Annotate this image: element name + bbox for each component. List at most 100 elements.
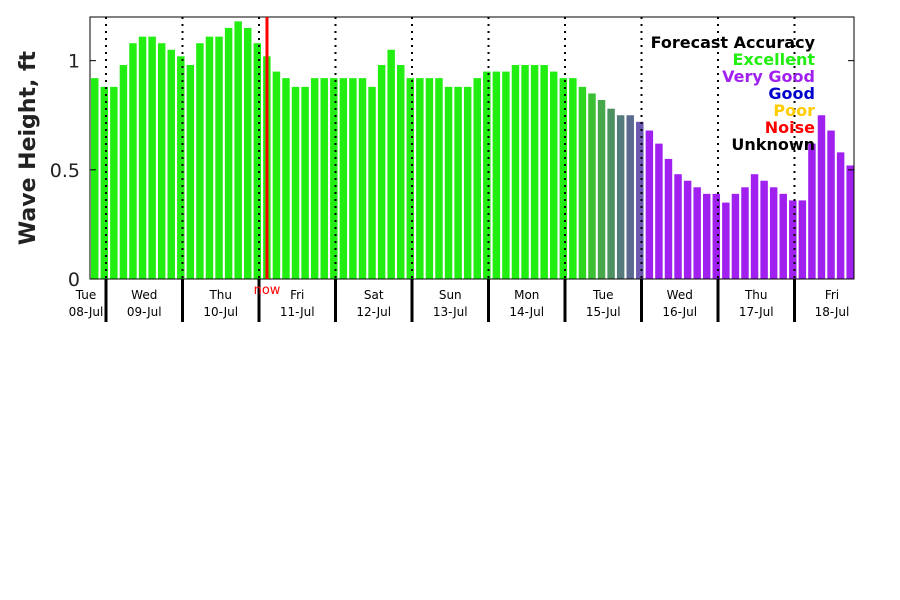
wave-bar bbox=[511, 65, 520, 279]
wave-bar bbox=[741, 187, 749, 279]
day-name-label: Thu bbox=[744, 288, 768, 302]
legend-entry: Very Good bbox=[722, 67, 815, 86]
wave-bar bbox=[339, 78, 348, 279]
y-tick-label: 0 bbox=[68, 269, 80, 291]
day-date-label: 16-Jul bbox=[662, 305, 697, 319]
wave-bar bbox=[769, 187, 778, 279]
wave-bar bbox=[559, 78, 568, 279]
legend-entry: Good bbox=[768, 84, 815, 103]
wave-bar bbox=[444, 86, 453, 280]
day-name-label: Tue bbox=[75, 288, 97, 302]
legend-title: Forecast Accuracy bbox=[651, 33, 816, 52]
day-date-label: 11-Jul bbox=[280, 305, 315, 319]
wave-bar bbox=[406, 78, 415, 279]
wave-bar bbox=[320, 78, 328, 279]
wave-bar bbox=[731, 193, 740, 279]
wave-bar bbox=[674, 174, 682, 279]
wave-bar bbox=[377, 65, 386, 279]
wave-bar bbox=[808, 143, 816, 279]
wave-bar bbox=[177, 56, 185, 279]
wave-bar bbox=[645, 130, 654, 279]
wave-bar bbox=[234, 21, 242, 280]
wave-bar bbox=[330, 78, 338, 279]
wave-bar bbox=[301, 86, 309, 280]
y-tick-label: 1 bbox=[68, 51, 80, 73]
wave-bar bbox=[244, 27, 252, 280]
wave-bar bbox=[310, 78, 319, 279]
wave-bar bbox=[588, 93, 596, 279]
wave-bar bbox=[703, 193, 711, 279]
wave-bar bbox=[636, 121, 644, 279]
wave-bar bbox=[110, 86, 118, 280]
wave-bar bbox=[435, 78, 443, 279]
wave-bar bbox=[167, 49, 175, 279]
wave-bar bbox=[282, 78, 290, 279]
wave-bar bbox=[397, 65, 405, 279]
wave-bar bbox=[492, 71, 501, 279]
wave-bar bbox=[483, 71, 491, 279]
wave-bar bbox=[215, 36, 223, 280]
wave-bar bbox=[272, 71, 281, 279]
wave-bar bbox=[827, 130, 835, 279]
day-name-label: Thu bbox=[208, 288, 232, 302]
day-date-label: 10-Jul bbox=[203, 305, 238, 319]
wave-bar bbox=[683, 180, 692, 279]
wave-bar bbox=[196, 43, 204, 280]
wave-bar bbox=[664, 158, 673, 279]
day-name-label: Tue bbox=[592, 288, 614, 302]
wave-bar bbox=[148, 36, 156, 280]
day-name-label: Sun bbox=[439, 288, 462, 302]
day-date-label: 14-Jul bbox=[509, 305, 544, 319]
wave-bar bbox=[597, 99, 606, 279]
wave-bar bbox=[205, 36, 214, 280]
y-tick-label: 0.5 bbox=[50, 160, 80, 182]
wave-bar bbox=[425, 78, 434, 279]
legend-entry: Excellent bbox=[733, 50, 816, 69]
day-name-label: Mon bbox=[514, 288, 539, 302]
wave-bar bbox=[387, 49, 395, 279]
wave-bar bbox=[253, 43, 262, 280]
wave-bar bbox=[798, 200, 807, 279]
plot-frame bbox=[89, 16, 855, 280]
day-name-label: Wed bbox=[667, 288, 693, 302]
wave-bar bbox=[454, 86, 462, 280]
wave-bar bbox=[712, 193, 721, 279]
wave-bar bbox=[119, 65, 128, 279]
wave-bar bbox=[521, 65, 529, 279]
day-date-label: 08-Jul bbox=[69, 305, 104, 319]
wave-bar bbox=[789, 200, 797, 279]
wave-bar bbox=[129, 43, 137, 280]
day-date-label: 12-Jul bbox=[356, 305, 391, 319]
day-date-label: 13-Jul bbox=[433, 305, 468, 319]
wave-bar bbox=[607, 108, 615, 279]
wave-bar bbox=[817, 115, 826, 279]
wave-bar bbox=[578, 86, 587, 280]
wave-bar bbox=[779, 193, 787, 279]
day-date-label: 18-Jul bbox=[815, 305, 850, 319]
wave-bar bbox=[186, 65, 195, 279]
legend-entry: Noise bbox=[765, 118, 815, 137]
day-name-label: Fri bbox=[290, 288, 304, 302]
wave-bar bbox=[368, 86, 376, 280]
wave-bar bbox=[540, 65, 548, 279]
day-gridlines bbox=[105, 17, 796, 279]
day-date-label: 09-Jul bbox=[127, 305, 162, 319]
wave-bar bbox=[473, 78, 481, 279]
y-axis-ticks: 00.51 bbox=[50, 51, 854, 291]
wave-bar bbox=[416, 78, 424, 279]
wave-bar bbox=[91, 78, 99, 279]
wave-bar bbox=[693, 187, 701, 279]
now-marker-label: now bbox=[254, 283, 281, 298]
wave-bar bbox=[100, 86, 109, 280]
wave-bar bbox=[846, 165, 854, 279]
day-name-label: Wed bbox=[131, 288, 157, 302]
wave-bar bbox=[224, 27, 233, 280]
wave-bar bbox=[463, 86, 472, 280]
wave-bar bbox=[138, 36, 147, 280]
wave-bar bbox=[157, 43, 166, 280]
wave-bar bbox=[358, 78, 367, 279]
wave-bar bbox=[655, 143, 663, 279]
wave-bar bbox=[502, 71, 510, 279]
